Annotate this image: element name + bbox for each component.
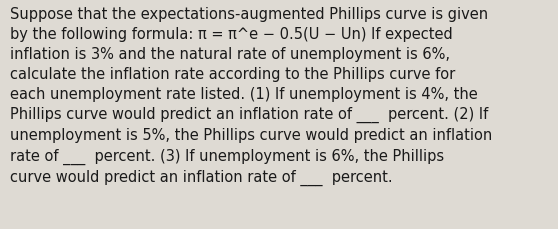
Text: Suppose that the expectations-augmented Phillips curve is given
by the following: Suppose that the expectations-augmented … [10, 7, 492, 185]
